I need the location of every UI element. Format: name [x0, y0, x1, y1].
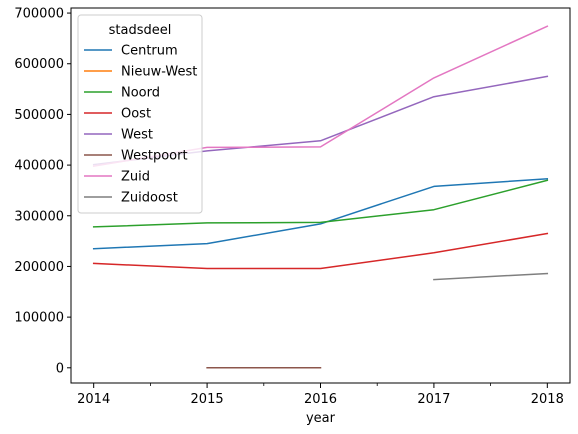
- x-tick-label: 2015: [191, 392, 224, 407]
- legend-label-zuid: Zuid: [121, 170, 150, 185]
- legend-label-nieuw-west: Nieuw-West: [121, 65, 197, 80]
- series-oost: [92, 232, 549, 270]
- series-line-oost: [92, 232, 549, 270]
- y-tick-label: 600000: [14, 57, 64, 72]
- series-line-zuidoost: [433, 272, 549, 281]
- y-tick-label: 100000: [14, 311, 64, 326]
- x-tick-label: 2016: [304, 392, 337, 407]
- legend: stadsdeel Centrum Nieuw-West Noord Oost West…: [77, 14, 203, 214]
- legend-box: [77, 14, 203, 214]
- y-tick-label: 300000: [14, 209, 64, 224]
- x-tick-label: 2018: [531, 392, 564, 407]
- legend-title: stadsdeel: [109, 23, 172, 38]
- series-centrum: [92, 178, 549, 250]
- legend-label-centrum: Centrum: [121, 44, 178, 59]
- y-tick-label: 200000: [14, 260, 64, 275]
- series-line-centrum: [92, 178, 549, 250]
- y-tick-label: 700000: [14, 7, 64, 22]
- series-line-noord: [92, 179, 549, 228]
- legend-label-oost: Oost: [121, 107, 151, 122]
- y-tick-label: 500000: [14, 108, 64, 123]
- series-zuidoost: [433, 272, 549, 281]
- series-noord: [92, 179, 549, 228]
- y-tick-label: 0: [56, 361, 64, 376]
- x-axis-title: year: [306, 411, 336, 426]
- axes-layer: 0 100000 200000 300000 400000 500000 600000 700…: [14, 7, 571, 407]
- legend-label-noord: Noord: [121, 86, 160, 101]
- legend-label-westpoort: Westpoort: [121, 149, 188, 164]
- legend-label-west: West: [121, 128, 153, 143]
- x-tick-label: 2014: [77, 392, 110, 407]
- y-tick-label: 400000: [14, 159, 64, 174]
- legend-label-zuidoost: Zuidoost: [121, 191, 178, 206]
- x-tick-label: 2017: [417, 392, 450, 407]
